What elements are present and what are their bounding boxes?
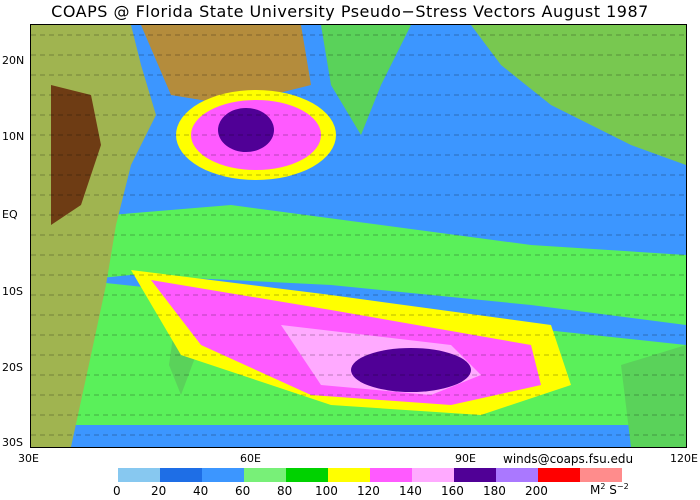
legend-swatch bbox=[244, 468, 286, 482]
south-core bbox=[351, 348, 471, 392]
legend-swatch bbox=[538, 468, 580, 482]
asia-land bbox=[471, 25, 686, 165]
legend-tick: 60 bbox=[235, 484, 251, 498]
legend-tick: 200 bbox=[525, 484, 548, 498]
map-title: COAPS @ Florida State University Pseudo−… bbox=[51, 2, 649, 21]
units-label: M2 S−2 bbox=[590, 482, 629, 497]
legend-swatch bbox=[370, 468, 412, 482]
legend-swatch bbox=[286, 468, 328, 482]
legend-tick: 0 bbox=[113, 484, 121, 498]
lat-label-20s: 20S bbox=[2, 361, 23, 374]
legend-tick: 160 bbox=[441, 484, 464, 498]
india-land bbox=[321, 25, 411, 135]
legend-tick: 40 bbox=[193, 484, 209, 498]
arabian-sea-core bbox=[218, 108, 274, 152]
legend-tick: 80 bbox=[277, 484, 293, 498]
lat-label-10n: 10N bbox=[2, 130, 25, 143]
legend-swatch bbox=[580, 468, 622, 482]
lat-label-10s: 10S bbox=[2, 285, 23, 298]
legend-swatch bbox=[412, 468, 454, 482]
map-canvas bbox=[31, 25, 686, 447]
legend-swatch bbox=[160, 468, 202, 482]
legend-swatch bbox=[496, 468, 538, 482]
lon-label-120e: 120E bbox=[670, 452, 698, 465]
legend-tick: 20 bbox=[151, 484, 167, 498]
legend-swatch bbox=[202, 468, 244, 482]
legend-swatch bbox=[454, 468, 496, 482]
arabia-land bbox=[141, 25, 311, 105]
legend-tick: 100 bbox=[315, 484, 338, 498]
legend-swatch bbox=[328, 468, 370, 482]
lat-label-30s: 30S bbox=[2, 436, 23, 449]
australia-land bbox=[621, 345, 686, 447]
lon-label-90e: 90E bbox=[455, 452, 476, 465]
legend-swatch bbox=[118, 468, 160, 482]
stress-vectors bbox=[31, 34, 686, 436]
color-legend bbox=[118, 468, 622, 482]
legend-tick: 120 bbox=[357, 484, 380, 498]
lat-label-20n: 20N bbox=[2, 54, 25, 67]
legend-tick: 180 bbox=[483, 484, 506, 498]
lon-label-30e: 30E bbox=[18, 452, 39, 465]
stress-map bbox=[30, 24, 687, 448]
lon-label-60e: 60E bbox=[240, 452, 261, 465]
contact-email: winds@coaps.fsu.edu bbox=[503, 452, 634, 466]
legend-tick: 140 bbox=[399, 484, 422, 498]
lat-label-eq: EQ bbox=[2, 208, 18, 221]
